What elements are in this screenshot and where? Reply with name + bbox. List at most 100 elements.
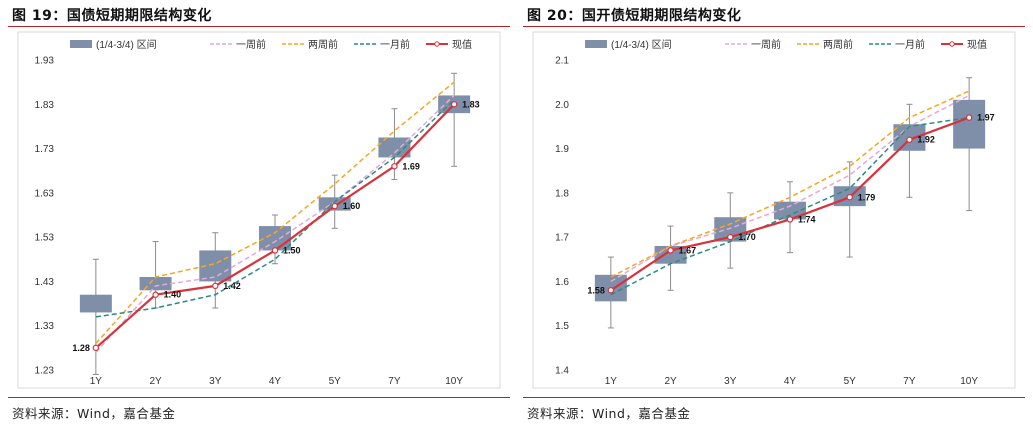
title-rule bbox=[8, 26, 510, 27]
current-marker bbox=[450, 101, 458, 108]
legend-swatch-marker bbox=[949, 41, 955, 47]
legend-label: 两周前 bbox=[308, 38, 338, 51]
box-iqr bbox=[79, 294, 112, 313]
x-tick-label: 1Y bbox=[605, 376, 618, 387]
series-line bbox=[95, 99, 455, 318]
y-tick-label: 1.93 bbox=[35, 56, 55, 67]
legend-label: 现值 bbox=[452, 38, 472, 51]
figure-19-panel: 图 19：国债短期期限结构变化 (1/4-3/4) 区间 一周前 两周前 一月前 现值 1… bbox=[8, 0, 510, 426]
x-tick-label: 3Y bbox=[209, 376, 222, 387]
box-iqr bbox=[259, 226, 291, 251]
legend-label: 一周前 bbox=[236, 38, 266, 51]
data-label: 1.67 bbox=[679, 245, 697, 255]
y-tick-label: 1.9 bbox=[555, 144, 569, 155]
data-label: 1.70 bbox=[738, 232, 756, 242]
x-tick-label: 4Y bbox=[269, 376, 282, 387]
y-tick-label: 1.63 bbox=[35, 188, 55, 199]
current-marker bbox=[965, 114, 973, 121]
legend-label: 一周前 bbox=[751, 38, 781, 51]
x-tick-label: 2Y bbox=[664, 376, 677, 387]
current-marker bbox=[667, 247, 674, 254]
y-tick-label: 1.83 bbox=[35, 100, 55, 111]
current-marker bbox=[92, 344, 100, 352]
data-label: 1.83 bbox=[462, 99, 480, 109]
chart-frame bbox=[17, 31, 501, 389]
legend-label: (1/4-3/4) 区间 bbox=[96, 38, 157, 51]
current-marker bbox=[727, 233, 734, 241]
y-tick-label: 1.23 bbox=[35, 366, 55, 377]
current-marker bbox=[152, 291, 159, 298]
y-tick-label: 2.0 bbox=[555, 100, 569, 111]
legend-swatch-box bbox=[585, 40, 607, 48]
legend-swatch-box bbox=[70, 40, 92, 48]
current-marker bbox=[846, 194, 853, 201]
box-iqr bbox=[774, 201, 806, 220]
data-label: 1.69 bbox=[402, 161, 420, 171]
chart-svg: (1/4-3/4) 区间 一周前 两周前 一月前 现值 1.93 1.83 1.73 1.63 1… bbox=[17, 31, 501, 389]
series-line bbox=[610, 116, 970, 296]
y-tick-label: 1.53 bbox=[35, 233, 55, 244]
figure-20-panel: 图 20：国开债短期期限结构变化 (1/4-3/4) 区间 一周前 两周前 一月前 现值… bbox=[523, 0, 1025, 426]
box-group bbox=[79, 258, 112, 375]
y-tick-label: 1.43 bbox=[35, 277, 55, 288]
data-label: 1.58 bbox=[587, 285, 605, 295]
current-marker bbox=[271, 247, 279, 254]
y-tick-label: 1.33 bbox=[35, 321, 55, 332]
data-label: 1.40 bbox=[164, 290, 182, 300]
series-line bbox=[95, 94, 455, 353]
x-tick-label: 3Y bbox=[724, 376, 737, 387]
data-label: 1.92 bbox=[917, 135, 935, 145]
box-group bbox=[953, 77, 986, 212]
series-line bbox=[95, 81, 455, 344]
x-tick-label: 4Y bbox=[784, 376, 797, 387]
source-rule bbox=[8, 397, 510, 398]
box-group bbox=[259, 214, 291, 265]
y-tick-label: 1.6 bbox=[555, 277, 569, 288]
current-marker bbox=[906, 136, 913, 143]
y-tick-label: 1.5 bbox=[555, 321, 569, 332]
chart-legend: (1/4-3/4) 区间 一周前 两周前 一月前 现值 bbox=[70, 38, 472, 51]
x-tick-label: 10Y bbox=[445, 376, 463, 387]
data-label: 1.60 bbox=[343, 201, 361, 211]
x-tick-label: 5Y bbox=[844, 376, 857, 387]
current-marker bbox=[607, 287, 615, 294]
source-rule bbox=[523, 397, 1025, 398]
legend-swatch-marker bbox=[434, 41, 440, 47]
x-tick-label: 7Y bbox=[388, 376, 401, 387]
data-label: 1.28 bbox=[72, 343, 90, 353]
source-note: 资料来源：Wind，嘉合基金 bbox=[12, 406, 176, 421]
data-label: 1.79 bbox=[858, 192, 876, 202]
current-marker bbox=[212, 282, 219, 290]
y-tick-label: 2.1 bbox=[555, 56, 569, 67]
current-marker bbox=[331, 202, 338, 210]
y-tick-label: 1.4 bbox=[555, 366, 569, 377]
series-line bbox=[610, 90, 970, 278]
chart-container: (1/4-3/4) 区间 一周前 两周前 一月前 现值 2.1 2.0 1.9 1.8 1.7 1.… bbox=[523, 30, 1025, 394]
title-rule bbox=[523, 26, 1025, 27]
figure-title: 图 20：国开债短期期限结构变化 bbox=[527, 8, 742, 24]
box-iqr bbox=[378, 137, 411, 158]
legend-label: 两周前 bbox=[823, 38, 853, 51]
chart-container: (1/4-3/4) 区间 一周前 两周前 一月前 现值 1.93 1.83 1.73 1.63 1… bbox=[8, 30, 510, 394]
y-tick-label: 1.8 bbox=[555, 188, 569, 199]
legend-label: 一月前 bbox=[380, 38, 410, 51]
current-marker bbox=[786, 216, 794, 223]
x-tick-label: 2Y bbox=[149, 376, 162, 387]
legend-label: 一月前 bbox=[895, 38, 925, 51]
legend-label: 现值 bbox=[967, 38, 987, 51]
x-tick-label: 1Y bbox=[90, 376, 103, 387]
chart-svg: (1/4-3/4) 区间 一周前 两周前 一月前 现值 2.1 2.0 1.9 1.8 1.7 1.… bbox=[532, 31, 1016, 389]
chart-legend: (1/4-3/4) 区间 一周前 两周前 一月前 现值 bbox=[585, 38, 987, 51]
data-label: 1.74 bbox=[798, 214, 816, 224]
x-tick-label: 5Y bbox=[329, 376, 342, 387]
legend-label: (1/4-3/4) 区间 bbox=[611, 38, 672, 51]
x-tick-label: 7Y bbox=[903, 376, 916, 387]
source-note: 资料来源：Wind，嘉合基金 bbox=[527, 406, 691, 421]
data-label: 1.97 bbox=[977, 113, 995, 123]
y-tick-label: 1.73 bbox=[35, 144, 55, 155]
x-tick-label: 10Y bbox=[960, 376, 978, 387]
figure-title: 图 19：国债短期期限结构变化 bbox=[12, 8, 212, 24]
data-label: 1.42 bbox=[223, 281, 241, 291]
y-tick-label: 1.7 bbox=[555, 233, 569, 244]
current-marker bbox=[391, 163, 398, 170]
